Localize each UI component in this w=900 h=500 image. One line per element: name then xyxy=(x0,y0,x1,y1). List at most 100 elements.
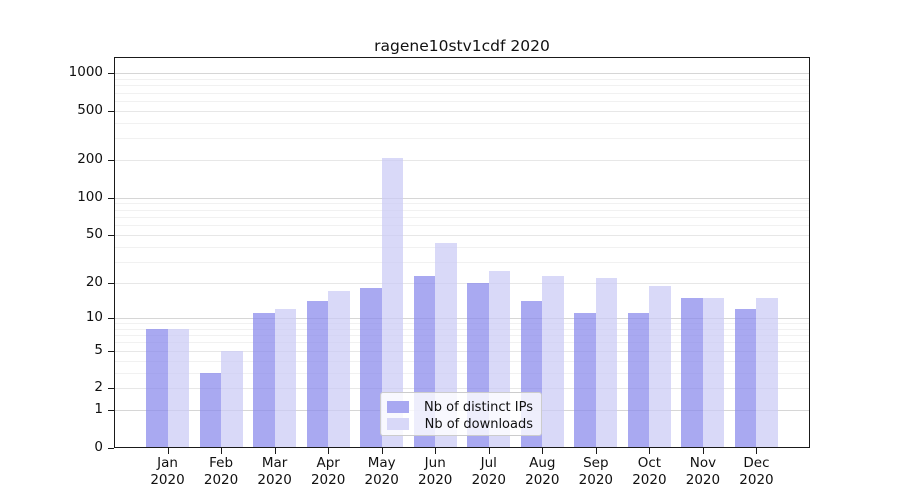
legend-item-downloads: Nb of downloads xyxy=(387,416,533,432)
bar-downloads-Oct-2020 xyxy=(649,285,671,447)
bar-downloads-Aug-2020 xyxy=(542,275,564,447)
x-tick-label-Nov-2020: Nov 2020 xyxy=(685,455,721,488)
x-tick-label-Sep-2020: Sep 2020 xyxy=(578,455,614,488)
y-gridline-70 xyxy=(115,216,809,218)
y-tick-5 xyxy=(108,351,114,352)
legend-label-downloads: Nb of downloads xyxy=(424,416,533,432)
y-gridline-50 xyxy=(115,234,809,236)
x-tick-label-Jul-2020: Jul 2020 xyxy=(471,455,506,488)
bar-downloads-May-2020 xyxy=(381,157,404,447)
y-tick-2 xyxy=(108,388,114,389)
x-tick-Mar-2020 xyxy=(275,448,276,454)
y-tick-50 xyxy=(108,235,114,236)
x-tick-label-Mar-2020: Mar 2020 xyxy=(257,455,292,488)
y-gridline-8 xyxy=(115,328,809,330)
y-gridline-7 xyxy=(115,335,809,337)
legend-item-distinct-ips: Nb of distinct IPs xyxy=(387,399,533,415)
bar-distinct-ips-Sep-2020 xyxy=(574,313,596,447)
x-tick-May-2020 xyxy=(382,448,383,454)
bar-distinct-ips-Dec-2020 xyxy=(734,308,757,447)
bar-distinct-ips-Apr-2020 xyxy=(306,301,329,447)
y-gridline-400 xyxy=(115,122,809,124)
x-tick-label-May-2020: May 2020 xyxy=(364,455,399,488)
y-gridline-60 xyxy=(115,225,809,227)
bar-downloads-Feb-2020 xyxy=(221,350,243,447)
y-tick-label-1000: 1000 xyxy=(68,64,103,81)
bar-distinct-ips-Nov-2020 xyxy=(681,297,703,447)
y-gridline-200 xyxy=(115,160,809,162)
bar-distinct-ips-Oct-2020 xyxy=(627,313,650,447)
x-tick-label-Aug-2020: Aug 2020 xyxy=(525,455,560,488)
y-gridline-40 xyxy=(115,246,809,248)
y-gridline-5 xyxy=(115,350,809,352)
legend-swatch-downloads xyxy=(387,418,409,430)
y-gridline-600 xyxy=(115,100,809,102)
y-gridline-300 xyxy=(115,138,809,140)
x-tick-Oct-2020 xyxy=(649,448,650,454)
y-gridline-1000 xyxy=(115,73,809,75)
plot-area xyxy=(114,57,810,448)
y-tick-500 xyxy=(108,111,114,112)
y-gridline-20 xyxy=(115,282,809,284)
x-tick-Jun-2020 xyxy=(435,448,436,454)
y-tick-label-100: 100 xyxy=(77,188,103,205)
bar-distinct-ips-Mar-2020 xyxy=(253,313,275,447)
x-tick-Dec-2020 xyxy=(756,448,757,454)
bar-distinct-ips-Jan-2020 xyxy=(146,328,168,447)
x-tick-label-Jun-2020: Jun 2020 xyxy=(418,455,453,488)
bar-downloads-Dec-2020 xyxy=(756,297,778,447)
y-tick-100 xyxy=(108,198,114,199)
y-gridline-4 xyxy=(115,360,809,362)
y-tick-label-20: 20 xyxy=(85,273,103,290)
y-tick-10 xyxy=(108,318,114,319)
y-gridline-900 xyxy=(115,79,809,80)
x-tick-label-Feb-2020: Feb 2020 xyxy=(203,455,239,488)
y-tick-label-200: 200 xyxy=(77,151,103,168)
y-gridline-10 xyxy=(115,317,809,319)
y-tick-label-1: 1 xyxy=(94,401,103,418)
x-tick-Nov-2020 xyxy=(703,448,704,454)
bar-downloads-Apr-2020 xyxy=(328,291,350,447)
x-tick-label-Apr-2020: Apr 2020 xyxy=(310,455,346,488)
y-tick-label-500: 500 xyxy=(77,101,103,118)
x-tick-label-Oct-2020: Oct 2020 xyxy=(632,455,667,488)
y-tick-0 xyxy=(108,448,114,449)
y-gridline-2 xyxy=(115,388,809,390)
y-gridline-6 xyxy=(115,342,809,344)
x-tick-label-Jan-2020: Jan 2020 xyxy=(150,455,185,488)
y-gridline-80 xyxy=(115,209,809,211)
bar-downloads-Nov-2020 xyxy=(702,297,725,447)
x-tick-Feb-2020 xyxy=(221,448,222,454)
x-tick-label-Dec-2020: Dec 2020 xyxy=(739,455,774,488)
y-tick-label-2: 2 xyxy=(94,379,103,396)
y-tick-label-0: 0 xyxy=(94,439,103,455)
legend: Nb of distinct IPs Nb of downloads xyxy=(380,392,542,436)
bar-distinct-ips-May-2020 xyxy=(360,288,382,447)
bar-distinct-ips-Feb-2020 xyxy=(199,372,222,447)
y-gridline-700 xyxy=(115,92,809,94)
y-tick-label-5: 5 xyxy=(94,341,103,358)
y-gridline-800 xyxy=(115,85,809,87)
y-gridline-30 xyxy=(115,261,809,263)
y-tick-1000 xyxy=(108,73,114,74)
y-gridline-9 xyxy=(115,323,809,325)
y-tick-20 xyxy=(108,283,114,284)
x-tick-Apr-2020 xyxy=(328,448,329,454)
y-tick-label-50: 50 xyxy=(85,225,103,242)
x-tick-Jul-2020 xyxy=(489,448,490,454)
bar-downloads-Mar-2020 xyxy=(274,308,297,447)
y-tick-1 xyxy=(108,410,114,411)
bar-downloads-Sep-2020 xyxy=(595,277,618,447)
y-tick-200 xyxy=(108,160,114,161)
y-gridline-100 xyxy=(115,197,809,199)
y-tick-label-10: 10 xyxy=(85,308,103,325)
y-gridline-500 xyxy=(115,110,809,112)
y-gridline-90 xyxy=(115,203,809,205)
y-gridline-3 xyxy=(115,372,809,374)
chart-title: ragene10stv1cdf 2020 xyxy=(374,37,550,55)
x-tick-Aug-2020 xyxy=(542,448,543,454)
legend-label-distinct-ips: Nb of distinct IPs xyxy=(424,399,533,415)
legend-swatch-distinct-ips xyxy=(387,401,409,413)
x-tick-Sep-2020 xyxy=(596,448,597,454)
